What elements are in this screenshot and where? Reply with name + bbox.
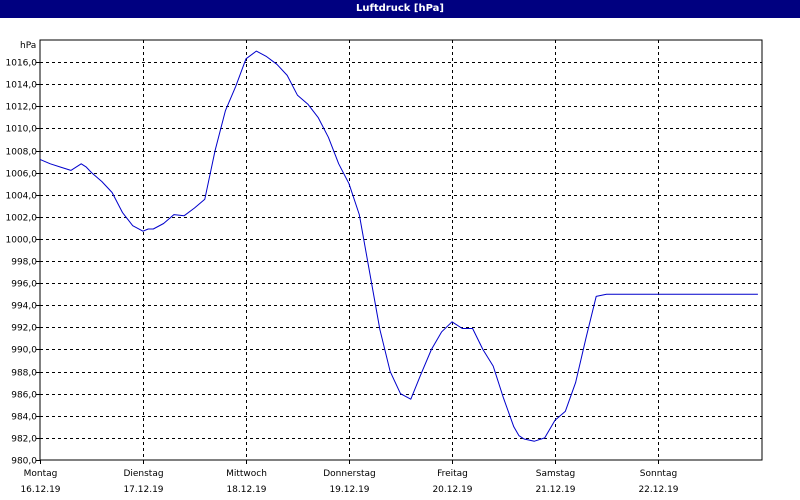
series-line (39, 50, 758, 442)
y-tick-label: 986,0 (11, 391, 37, 401)
x-tick-date-label: 16.12.19 (20, 485, 60, 495)
x-tick-day-label: Samstag (536, 469, 575, 479)
x-tick-day-label: Montag (24, 469, 58, 479)
y-tick-label: 990,0 (11, 346, 37, 356)
x-tick-date-label: 21.12.19 (535, 485, 575, 495)
x-tick-date-label: 17.12.19 (123, 485, 163, 495)
x-tick-day-label: Sonntag (640, 469, 677, 479)
y-tick-label: 1002,0 (6, 214, 38, 224)
x-tick-date-label: 20.12.19 (432, 485, 472, 495)
x-tick-date-label: 22.12.19 (638, 485, 678, 495)
y-tick-label: 998,0 (11, 258, 37, 268)
chart-title: Luftdruck [hPa] (0, 0, 800, 18)
plot-area (39, 39, 763, 461)
x-tick-date-label: 18.12.19 (226, 485, 266, 495)
y-tick-label: 980,0 (11, 457, 37, 467)
y-tick-label: 996,0 (11, 280, 37, 290)
y-tick-label: 1008,0 (6, 148, 38, 158)
y-tick-label: 994,0 (11, 302, 37, 312)
y-axis-unit: hPa (20, 41, 36, 51)
y-tick-label: 1004,0 (6, 192, 38, 202)
y-tick-label: 982,0 (11, 435, 37, 445)
y-tick-label: 1014,0 (6, 81, 38, 91)
x-tick-day-label: Mittwoch (226, 469, 267, 479)
y-tick-label: 988,0 (11, 369, 37, 379)
y-tick-label: 1012,0 (6, 103, 38, 113)
y-tick-label: 1006,0 (6, 170, 38, 180)
x-tick-day-label: Dienstag (123, 469, 163, 479)
y-tick-label: 984,0 (11, 413, 37, 423)
y-tick-label: 1010,0 (6, 125, 38, 135)
y-tick-label: 1016,0 (6, 59, 38, 69)
x-tick-date-label: 19.12.19 (329, 485, 369, 495)
x-tick-day-label: Freitag (437, 469, 468, 479)
y-tick-label: 1000,0 (6, 236, 38, 246)
y-tick-label: 992,0 (11, 324, 37, 334)
x-tick-day-label: Donnerstag (323, 469, 376, 479)
